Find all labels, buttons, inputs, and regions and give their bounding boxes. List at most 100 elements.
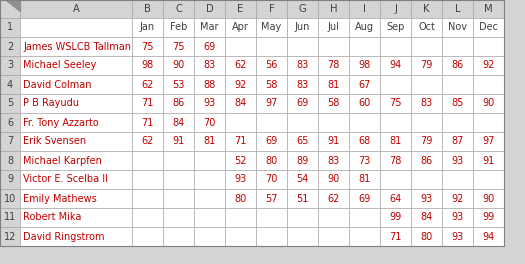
Bar bbox=[287, 189, 318, 208]
Text: 78: 78 bbox=[390, 155, 402, 166]
Bar bbox=[132, 113, 163, 132]
Text: Jan: Jan bbox=[140, 22, 155, 32]
Bar bbox=[132, 170, 163, 189]
Text: 78: 78 bbox=[327, 60, 340, 70]
Bar bbox=[318, 151, 349, 170]
Bar bbox=[163, 227, 194, 246]
Text: 71: 71 bbox=[141, 98, 154, 109]
Bar bbox=[473, 18, 504, 37]
Text: Mar: Mar bbox=[200, 22, 219, 32]
Bar bbox=[20, 37, 132, 56]
Bar bbox=[287, 208, 318, 227]
Bar bbox=[380, 113, 411, 132]
Bar bbox=[132, 151, 163, 170]
Text: Robert Mika: Robert Mika bbox=[23, 213, 81, 223]
Bar bbox=[318, 18, 349, 37]
Bar bbox=[132, 37, 163, 56]
Bar bbox=[442, 94, 473, 113]
Bar bbox=[225, 94, 256, 113]
Text: 1: 1 bbox=[7, 22, 13, 32]
Text: J: J bbox=[394, 4, 397, 14]
Text: B: B bbox=[144, 4, 151, 14]
Bar bbox=[318, 132, 349, 151]
Text: 90: 90 bbox=[482, 194, 495, 204]
Bar bbox=[194, 170, 225, 189]
Text: 69: 69 bbox=[265, 136, 278, 147]
Text: 8: 8 bbox=[7, 155, 13, 166]
Text: 90: 90 bbox=[172, 60, 185, 70]
Bar bbox=[473, 208, 504, 227]
Text: 70: 70 bbox=[265, 175, 278, 185]
Bar bbox=[0, 208, 20, 227]
Text: Oct: Oct bbox=[418, 22, 435, 32]
Bar bbox=[225, 18, 256, 37]
Text: 81: 81 bbox=[390, 136, 402, 147]
Bar bbox=[411, 75, 442, 94]
Bar bbox=[0, 189, 20, 208]
Text: 75: 75 bbox=[389, 98, 402, 109]
Bar bbox=[287, 227, 318, 246]
Bar bbox=[411, 132, 442, 151]
Text: 73: 73 bbox=[358, 155, 371, 166]
Bar bbox=[442, 56, 473, 75]
Text: 83: 83 bbox=[297, 79, 309, 89]
Text: 83: 83 bbox=[421, 98, 433, 109]
Text: May: May bbox=[261, 22, 281, 32]
Text: 83: 83 bbox=[328, 155, 340, 166]
Text: 81: 81 bbox=[328, 79, 340, 89]
Bar bbox=[132, 189, 163, 208]
Bar bbox=[318, 0, 349, 18]
Bar bbox=[473, 75, 504, 94]
Bar bbox=[256, 170, 287, 189]
Bar bbox=[318, 170, 349, 189]
Bar bbox=[132, 56, 163, 75]
Bar bbox=[349, 189, 380, 208]
Bar bbox=[442, 0, 473, 18]
Bar bbox=[380, 94, 411, 113]
Bar bbox=[163, 208, 194, 227]
Text: 71: 71 bbox=[390, 232, 402, 242]
Bar bbox=[20, 56, 132, 75]
Bar bbox=[287, 75, 318, 94]
Text: 9: 9 bbox=[7, 175, 13, 185]
Text: D: D bbox=[206, 4, 213, 14]
Bar bbox=[20, 113, 132, 132]
Bar bbox=[225, 170, 256, 189]
Text: 6: 6 bbox=[7, 117, 13, 128]
Bar bbox=[20, 18, 132, 37]
Text: 83: 83 bbox=[297, 60, 309, 70]
Bar bbox=[0, 56, 20, 75]
Text: C: C bbox=[175, 4, 182, 14]
Bar bbox=[163, 18, 194, 37]
Bar bbox=[411, 208, 442, 227]
Text: 86: 86 bbox=[452, 60, 464, 70]
Text: 67: 67 bbox=[358, 79, 371, 89]
Bar bbox=[349, 18, 380, 37]
Bar bbox=[287, 132, 318, 151]
Bar bbox=[411, 56, 442, 75]
Bar bbox=[194, 132, 225, 151]
Text: 81: 81 bbox=[203, 136, 216, 147]
Bar bbox=[411, 0, 442, 18]
Bar bbox=[411, 94, 442, 113]
Bar bbox=[349, 113, 380, 132]
Text: 92: 92 bbox=[482, 60, 495, 70]
Bar bbox=[411, 18, 442, 37]
Text: 62: 62 bbox=[234, 60, 247, 70]
Text: 86: 86 bbox=[421, 155, 433, 166]
Text: 86: 86 bbox=[172, 98, 185, 109]
Text: Fr. Tony Azzarto: Fr. Tony Azzarto bbox=[23, 117, 99, 128]
Bar bbox=[194, 75, 225, 94]
Bar bbox=[163, 37, 194, 56]
Bar bbox=[411, 189, 442, 208]
Bar bbox=[132, 208, 163, 227]
Text: 71: 71 bbox=[234, 136, 247, 147]
Text: 7: 7 bbox=[7, 136, 13, 147]
Bar bbox=[20, 208, 132, 227]
Text: 91: 91 bbox=[328, 136, 340, 147]
Bar bbox=[318, 113, 349, 132]
Text: Aug: Aug bbox=[355, 22, 374, 32]
Bar bbox=[256, 208, 287, 227]
Bar bbox=[225, 227, 256, 246]
Text: 84: 84 bbox=[421, 213, 433, 223]
